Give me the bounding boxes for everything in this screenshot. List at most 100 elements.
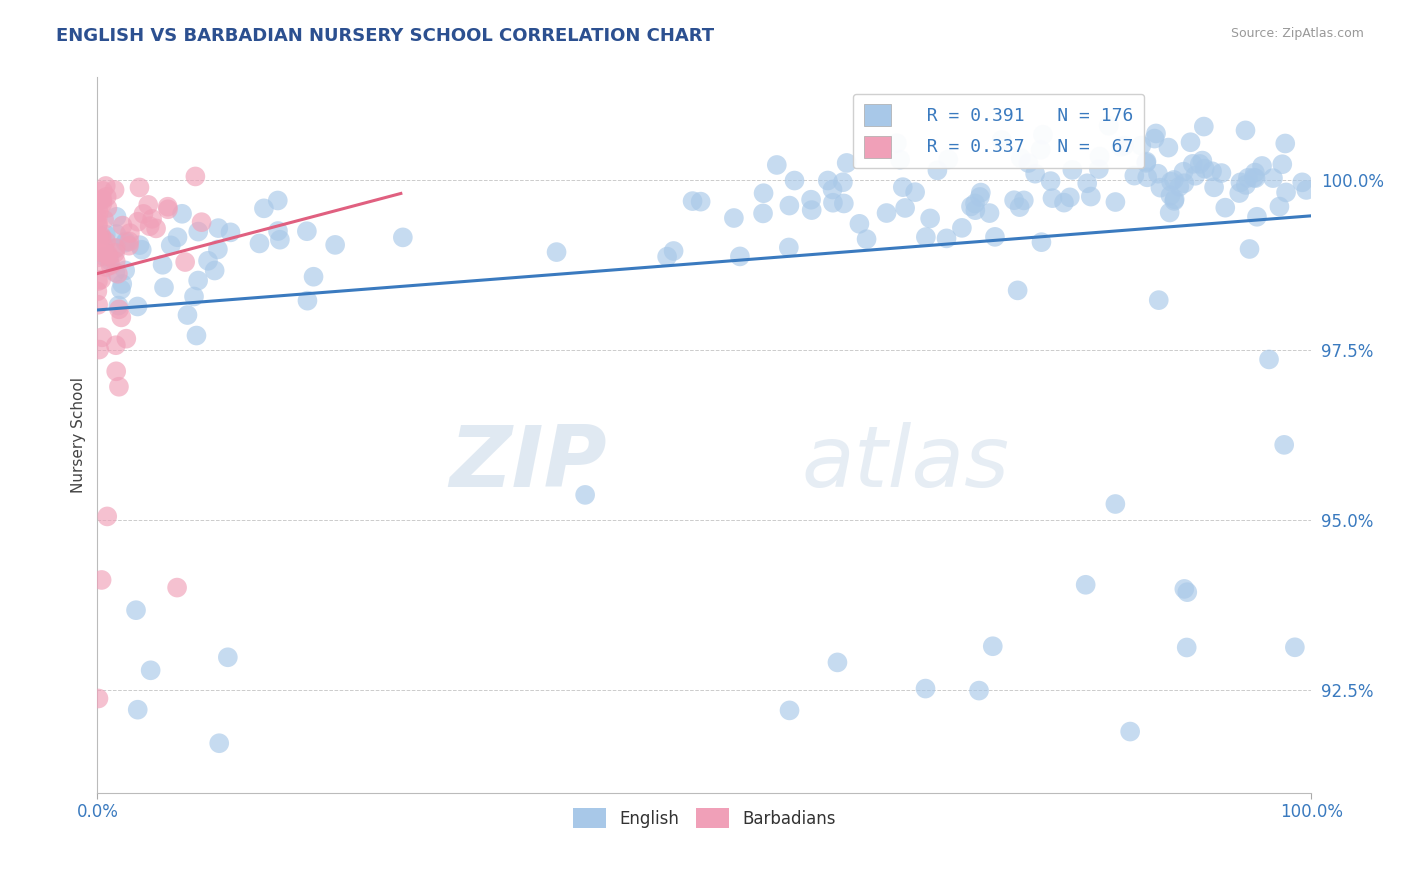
Point [1163,173,1185,187]
Point [110,310,132,325]
Point [778,240,800,254]
Point [104,254,127,268]
Point [1136,170,1159,185]
Point [190,215,212,229]
Point [91,193,114,207]
Point [132,207,155,221]
Point [141,211,163,226]
Point [1088,150,1111,164]
Point [723,211,745,225]
Point [105,364,128,378]
Point [104,241,127,255]
Point [127,703,149,717]
Point [297,293,319,308]
Point [1062,163,1084,178]
Point [87,217,110,231]
Point [970,186,993,200]
Point [90,573,112,587]
Point [111,219,134,233]
Point [1192,120,1215,134]
Point [965,203,987,218]
Point [936,153,959,167]
Point [990,133,1012,147]
Point [1104,497,1126,511]
Point [127,300,149,314]
Point [1261,171,1284,186]
Point [1272,438,1295,452]
Point [1053,195,1076,210]
Point [104,245,127,260]
Point [963,196,986,211]
Point [1188,157,1211,171]
Point [105,210,128,224]
Point [86,218,108,232]
Point [1275,186,1298,200]
Point [87,205,110,219]
Point [1059,190,1081,204]
Point [1168,179,1191,194]
Point [87,244,110,259]
Point [89,343,111,357]
Point [90,230,112,244]
Point [153,280,176,294]
Point [87,274,110,288]
Point [93,240,115,254]
Point [778,198,800,212]
Point [125,603,148,617]
Point [821,182,844,196]
Point [187,273,209,287]
Point [170,207,193,221]
Point [1268,200,1291,214]
Point [217,650,239,665]
Point [104,183,127,197]
Point [689,194,711,209]
Point [139,663,162,677]
Point [1244,171,1267,186]
Point [1258,352,1281,367]
Point [166,230,188,244]
Point [889,153,911,167]
Point [174,255,197,269]
Point [1271,157,1294,171]
Point [1180,135,1202,149]
Point [208,736,231,750]
Point [1157,140,1180,154]
Point [894,201,917,215]
Point [87,240,110,254]
Point [1159,188,1181,202]
Point [115,332,138,346]
Point [1175,640,1198,655]
Point [1173,164,1195,178]
Point [1181,157,1204,171]
Point [960,199,983,213]
Point [1213,201,1236,215]
Point [267,224,290,238]
Point [90,272,112,286]
Point [1211,166,1233,180]
Point [219,225,242,239]
Point [96,189,118,203]
Point [104,265,127,279]
Point [1163,192,1185,206]
Point [108,380,131,394]
Point [100,258,122,272]
Point [118,235,141,249]
Point [655,250,678,264]
Point [1010,151,1032,165]
Point [128,180,150,194]
Point [1184,169,1206,183]
Text: atlas: atlas [801,422,1010,505]
Point [546,245,568,260]
Point [183,289,205,303]
Point [682,194,704,208]
Point [1109,140,1132,154]
Point [86,229,108,244]
Point [1239,242,1261,256]
Point [979,206,1001,220]
Point [855,232,877,246]
Point [1201,164,1223,178]
Point [1163,194,1185,208]
Point [1284,640,1306,655]
Point [118,238,141,252]
Point [87,230,110,244]
